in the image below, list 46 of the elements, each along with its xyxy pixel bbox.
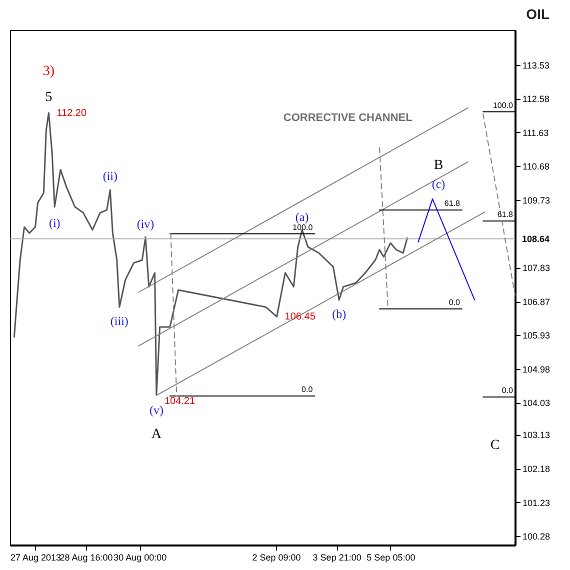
annotation: 100.0 — [292, 222, 314, 232]
y-tick-label: 103.13 — [522, 430, 550, 440]
annotation: 61.8 — [444, 198, 461, 208]
annotation: (i) — [48, 216, 60, 230]
x-tick-label: 2 Sep 09:00 — [252, 552, 301, 562]
chart-title: OIL — [526, 6, 550, 22]
y-tick-label: 113.53 — [522, 60, 550, 70]
x-tick-label: 30 Aug 00:00 — [114, 552, 167, 562]
y-tick-label: 106.87 — [522, 297, 550, 308]
y-tick-label: 101.23 — [522, 498, 550, 508]
annotation: (iv) — [136, 216, 154, 231]
y-tick-label: 107.83 — [522, 263, 550, 274]
annotation: 104.21 — [164, 396, 196, 407]
annotation: 100.0 — [492, 100, 514, 110]
y-tick-label: 110.68 — [522, 162, 550, 172]
y-tick-label: 112.58 — [522, 94, 550, 104]
annotation: 3) — [42, 64, 55, 79]
y-tick-label: 104.98 — [522, 364, 550, 374]
x-tick-label: 3 Sep 21:00 — [312, 552, 362, 562]
annotation: (b) — [332, 306, 346, 321]
annotation: A — [151, 426, 162, 442]
y-tick-label: 109.73 — [522, 196, 550, 206]
annotation: 0.0 — [448, 298, 461, 307]
y-tick-label: 104.03 — [522, 398, 550, 408]
annotation: 106.45 — [284, 312, 316, 323]
annotation: 112.20 — [56, 108, 87, 119]
y-tick-label: 105.93 — [522, 330, 550, 341]
y-tick-label: 102.18 — [522, 464, 550, 474]
annotation: 61.8 — [497, 210, 514, 219]
x-tick-label: 5 Sep 05:00 — [366, 552, 416, 562]
annotation: (ii) — [102, 169, 118, 184]
annotation: (a) — [295, 210, 309, 224]
annotation: (c) — [432, 176, 446, 191]
y-tick-label: 100.28 — [522, 532, 550, 542]
x-tick-label: 27 Aug 2013 — [10, 552, 62, 562]
annotation: (v) — [149, 402, 164, 417]
y-tick-label: 111.63 — [522, 128, 549, 138]
ref-line-label: 108.64 — [522, 234, 550, 244]
annotation: (iii) — [110, 314, 128, 328]
annotation: C — [490, 438, 500, 454]
annotation: 5 — [45, 90, 52, 105]
annotation: 0.0 — [302, 384, 314, 394]
annotation: 0.0 — [502, 386, 514, 396]
x-tick-label: 28 Aug 16:00 — [60, 552, 113, 562]
annotation: B — [434, 158, 444, 173]
annotation: CORRECTIVE CHANNEL — [283, 112, 413, 124]
